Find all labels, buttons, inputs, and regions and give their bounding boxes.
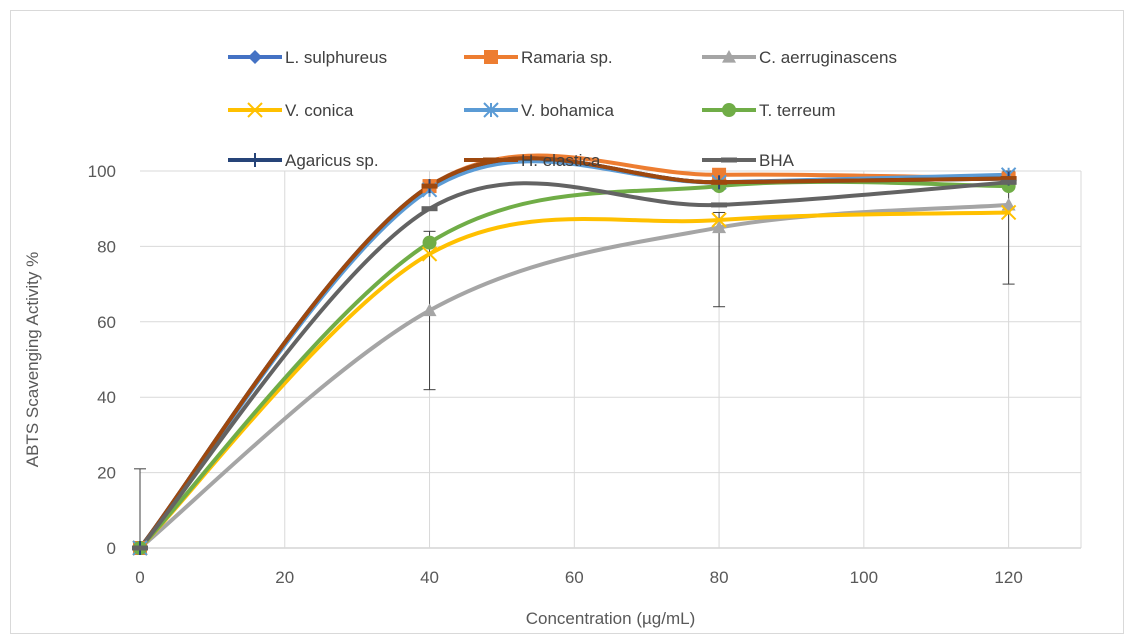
legend-label: BHA	[759, 151, 795, 170]
legend-swatch-marker	[483, 157, 499, 163]
legend-swatch-marker	[248, 50, 262, 64]
legend-swatch-marker	[247, 102, 263, 118]
legend-item: V. bohamica	[464, 101, 614, 120]
legend: L. sulphureus Ramaria sp. C. aerruginascen…	[228, 48, 897, 170]
data-point	[422, 303, 437, 317]
series-line	[138, 202, 1011, 550]
legend-swatch-marker	[484, 50, 498, 64]
data-point	[421, 183, 438, 189]
y-axis-label: ABTS Scavenging Activity %	[23, 252, 42, 467]
legend-swatch-marker	[248, 153, 262, 167]
y-tick-label: 40	[97, 388, 116, 407]
legend-label: H. elastica	[521, 151, 601, 170]
legend-label: C. aerruginascens	[759, 48, 897, 67]
data-point	[1000, 204, 1017, 221]
x-tick-label: 40	[420, 568, 439, 587]
legend-item: V. conica	[228, 101, 354, 120]
tick-labels: 0 20 40 60 80 100 0 20 40 60 80 100 120	[88, 162, 1023, 587]
data-point-stroke	[1000, 204, 1017, 221]
y-tick-label: 0	[107, 539, 116, 558]
legend-item: L. sulphureus	[228, 48, 387, 67]
series-lines	[138, 153, 1011, 550]
x-tick-label: 100	[850, 568, 878, 587]
data-point	[712, 220, 727, 234]
data-point	[1001, 197, 1016, 211]
series-line	[138, 180, 1011, 550]
legend-swatch-marker	[722, 50, 736, 63]
y-tick-label: 20	[97, 464, 116, 483]
legend-item: Ramaria sp.	[464, 48, 613, 67]
legend-label: Agaricus sp.	[285, 151, 379, 170]
legend-swatch-marker-stroke	[247, 102, 263, 118]
legend-item: Agaricus sp.	[228, 151, 379, 170]
x-tick-label: 80	[710, 568, 729, 587]
data-point-stroke	[421, 246, 438, 262]
legend-label: V. bohamica	[521, 101, 614, 120]
legend-item: C. aerruginascens	[702, 48, 897, 67]
legend-swatch-marker	[721, 157, 737, 163]
legend-swatch-marker	[722, 103, 736, 117]
data-point	[422, 235, 437, 250]
x-tick-label: 60	[565, 568, 584, 587]
data-point	[421, 246, 438, 262]
legend-label: T. terreum	[759, 101, 836, 120]
data-point	[711, 179, 728, 185]
legend-item: T. terreum	[702, 101, 836, 120]
legend-item: H. elastica	[464, 151, 601, 170]
x-axis-label: Concentration (µg/mL)	[526, 609, 695, 628]
legend-label: Ramaria sp.	[521, 48, 613, 67]
legend-label: V. conica	[285, 101, 354, 120]
data-point	[421, 206, 438, 212]
series-line	[138, 156, 1011, 550]
data-point	[711, 212, 727, 228]
data-point	[711, 202, 728, 208]
series-markers	[132, 167, 1017, 556]
data-point-stroke	[711, 212, 727, 228]
data-point	[132, 545, 148, 551]
series-line	[138, 179, 1011, 550]
series-line	[138, 210, 1011, 550]
x-tick-label: 120	[994, 568, 1022, 587]
y-tick-label: 60	[97, 313, 116, 332]
legend-swatch-marker	[483, 102, 499, 118]
legend-item: BHA	[702, 151, 795, 170]
x-tick-label: 20	[275, 568, 294, 587]
y-tick-label: 80	[97, 237, 116, 256]
legend-label: L. sulphureus	[285, 48, 387, 67]
x-tick-label: 0	[135, 568, 144, 587]
y-tick-label: 100	[88, 162, 116, 181]
data-point	[1000, 179, 1017, 185]
data-point	[1000, 176, 1017, 182]
